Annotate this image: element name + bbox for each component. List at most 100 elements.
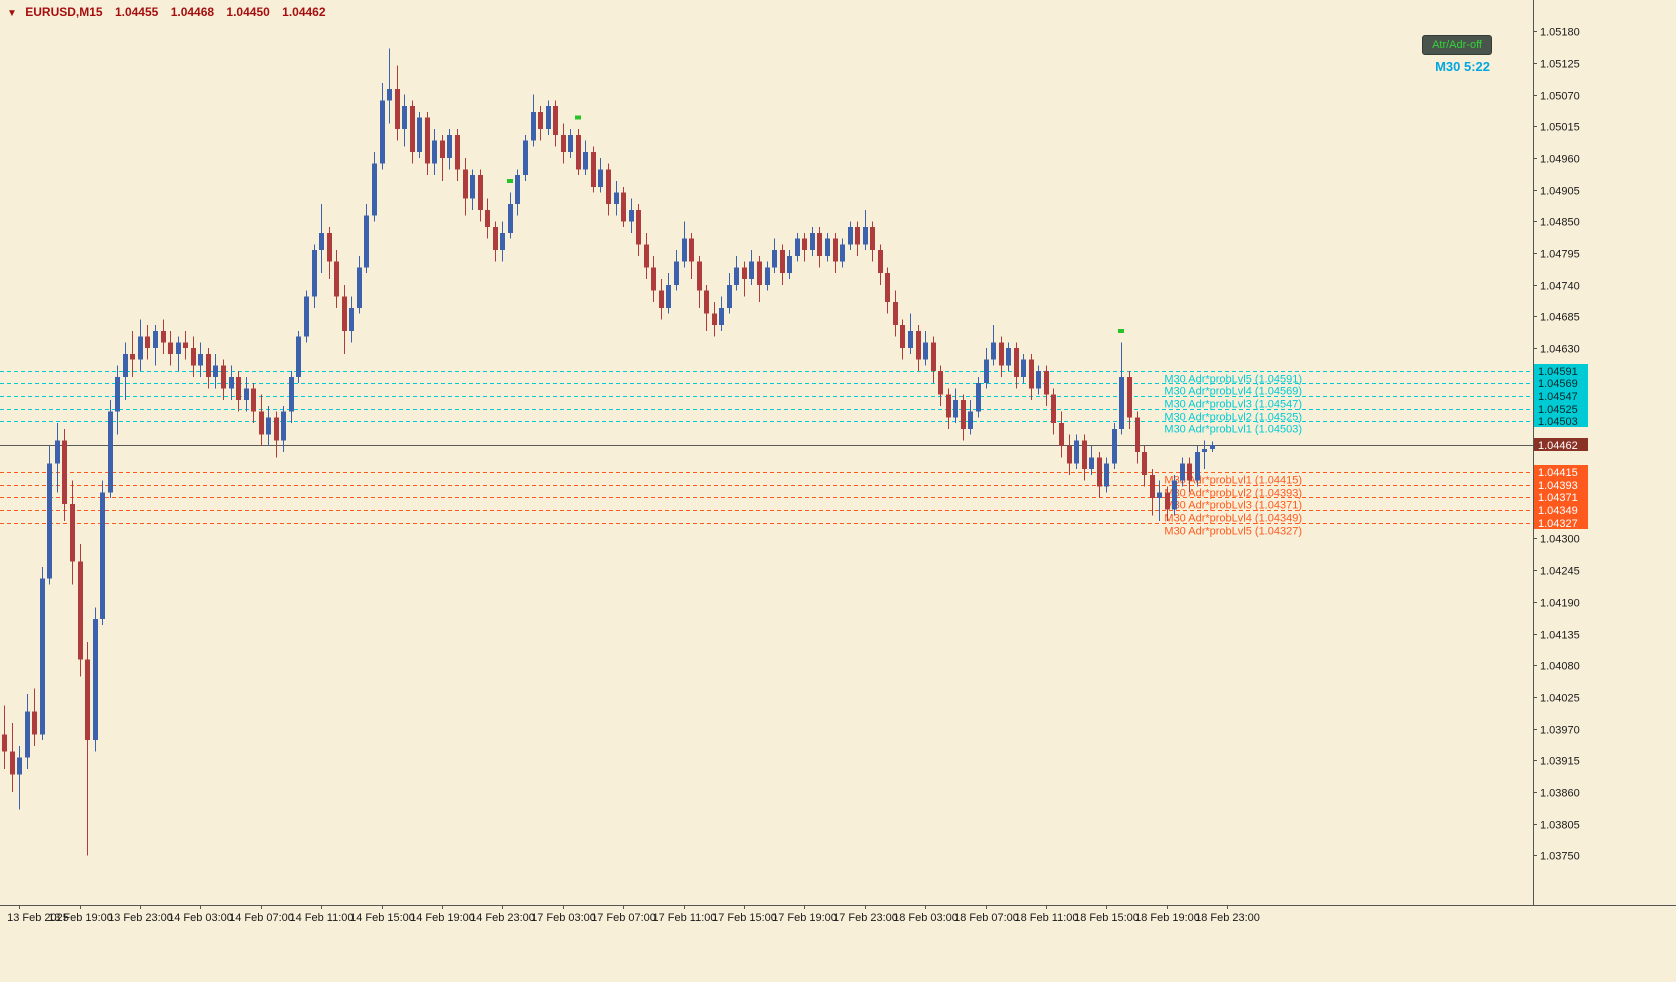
candle-body-bull — [1119, 376, 1124, 429]
candle-body-bear — [463, 169, 468, 199]
adr-lower-level-label: M30 Adr*probLvl1 (1.04415) — [1164, 475, 1302, 487]
candle-body-bear — [1150, 474, 1155, 499]
candle-body-bull — [1180, 463, 1185, 481]
adr-lower-axis-box — [1534, 465, 1588, 478]
candle-body-bear — [85, 659, 90, 741]
adr-lower-level-label: M30 Adr*probLvl4 (1.04349) — [1164, 513, 1302, 525]
indicator-signal-marker — [1118, 328, 1124, 333]
adr-lower-axis-box-label: 1.04415 — [1538, 467, 1578, 479]
adr-lower-axis-box-label: 1.04327 — [1538, 518, 1578, 530]
time-label: 14 Feb 11:00 — [289, 912, 353, 924]
price-axis[interactable] — [1533, 0, 1676, 905]
candle-body-bull — [1112, 428, 1117, 464]
atr-adr-toggle-button[interactable]: Atr/Adr-off — [1422, 35, 1492, 55]
candle-body-bull — [546, 106, 551, 130]
time-label: 17 Feb 19:00 — [772, 912, 837, 924]
adr-upper-level-label: M30 Adr*probLvl4 (1.04569) — [1164, 386, 1302, 398]
candle-body-bear — [1165, 492, 1170, 510]
price-tick-label: 1.04630 — [1540, 344, 1580, 356]
candle-body-bull — [304, 296, 309, 337]
candle-body-bull — [349, 307, 354, 331]
candle-body-bull — [198, 353, 203, 366]
candle-body-bull — [500, 232, 505, 251]
candle-body-bull — [153, 330, 158, 349]
symbol-timeframe-label: EURUSD,M15 — [25, 5, 103, 19]
indicator-signal-marker — [575, 115, 581, 120]
candle-body-bear — [10, 751, 15, 775]
candle-body-bear — [455, 134, 460, 170]
candle-body-bear — [916, 330, 921, 360]
time-label: 14 Feb 19:00 — [410, 912, 475, 924]
candle-body-bull — [568, 134, 573, 153]
candle-body-bull — [1021, 359, 1026, 377]
price-tick-label: 1.05125 — [1540, 59, 1580, 71]
adr-upper-level-label: M30 Adr*probLvl3 (1.04547) — [1164, 399, 1302, 411]
candle-body-bull — [674, 261, 679, 285]
price-tick-label: 1.04245 — [1540, 566, 1580, 578]
candle-body-bear — [780, 250, 785, 274]
candle-body-bull — [953, 400, 958, 418]
candle-body-bear — [802, 238, 807, 251]
candle-body-bear — [493, 227, 498, 251]
adr-lower-axis-box-label: 1.04371 — [1538, 492, 1578, 504]
candle-body-bull — [515, 175, 520, 205]
candle-body-bear — [636, 209, 641, 245]
candle-body-bull — [17, 757, 22, 775]
candle-body-bear — [62, 440, 67, 504]
candle-body-bull — [266, 417, 271, 435]
price-tick-label: 1.04685 — [1540, 312, 1580, 324]
candle-body-bull — [984, 359, 989, 383]
adr-upper-axis-box — [1534, 402, 1588, 415]
candle-body-bull — [719, 307, 724, 326]
time-label: 17 Feb 23:00 — [833, 912, 898, 924]
candle-body-bull — [1202, 449, 1207, 452]
adr-upper-axis-box — [1534, 414, 1588, 427]
candle-body-bear — [855, 227, 860, 245]
candle-body-bull — [734, 267, 739, 285]
price-tick-label: 1.04850 — [1540, 217, 1580, 229]
candle-body-bear — [659, 290, 664, 308]
candle-body-bear — [478, 175, 483, 210]
candle-body-bear — [1014, 348, 1019, 377]
candle-body-bear — [161, 330, 166, 343]
candle-body-bear — [757, 261, 762, 285]
candle-body-bear — [1044, 371, 1049, 395]
price-tick-label: 1.04190 — [1540, 598, 1580, 610]
candle-body-bull — [863, 227, 868, 245]
candle-body-bull — [968, 411, 973, 429]
candle-body-bull — [138, 336, 143, 360]
price-tick-label: 1.03750 — [1540, 851, 1580, 863]
candle-body-bear — [130, 353, 135, 360]
adr-lower-level-label: M30 Adr*probLvl2 (1.04393) — [1164, 488, 1302, 500]
time-label: 14 Feb 03:00 — [168, 912, 233, 924]
candle-body-bear — [870, 227, 875, 251]
adr-lower-axis-box — [1534, 490, 1588, 503]
candle-body-bull — [1006, 348, 1011, 366]
candle-body-bull — [312, 250, 317, 297]
price-tick-label: 1.04740 — [1540, 281, 1580, 293]
candle-body-bear — [274, 417, 279, 441]
adr-lower-level-label: M30 Adr*probLvl3 (1.04371) — [1164, 500, 1302, 512]
adr-upper-axis-box — [1534, 389, 1588, 402]
candle-body-bull — [447, 134, 452, 158]
candle-body-bear — [1142, 451, 1147, 475]
candle-body-bear — [621, 192, 626, 222]
time-label: 13 Feb 2025 — [7, 912, 69, 924]
candle-body-bear — [576, 134, 581, 170]
candle-body-bull — [47, 463, 52, 579]
adr-upper-axis-box-label: 1.04569 — [1538, 378, 1578, 390]
candle-body-bear — [561, 134, 566, 153]
adr-upper-axis-box-label: 1.04547 — [1538, 391, 1578, 403]
time-label: 18 Feb 15:00 — [1074, 912, 1139, 924]
close-price-value: 1.04462 — [282, 5, 326, 19]
current-price-axis-box-label: 1.04462 — [1538, 440, 1578, 452]
candle-body-bear — [70, 503, 75, 562]
chart-plot-area[interactable] — [0, 0, 1533, 905]
candle-body-bull — [357, 267, 362, 308]
indicator-signal-marker — [507, 179, 513, 183]
candle-body-bull — [682, 238, 687, 262]
candle-body-bear — [833, 238, 838, 262]
candle-body-bear — [334, 261, 339, 297]
candle-body-bear — [327, 232, 332, 262]
